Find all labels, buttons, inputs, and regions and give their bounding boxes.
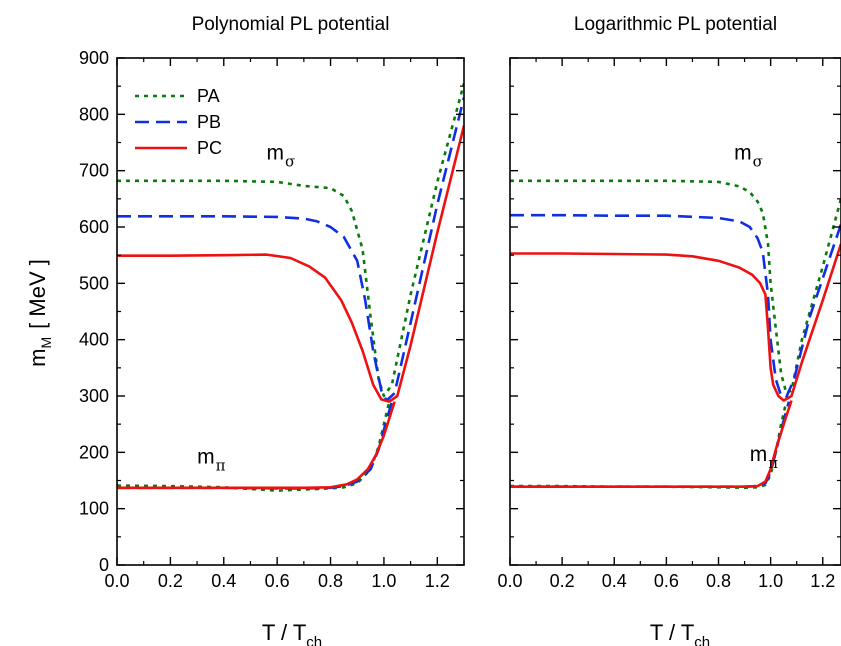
x-tick-label: 0.6 xyxy=(654,571,679,591)
annotation-m-pi: mπ xyxy=(750,443,779,472)
annotation-m-pi: mπ xyxy=(197,446,226,475)
y-tick-label: 0 xyxy=(99,555,109,575)
series-pb-sigma-line xyxy=(117,97,464,402)
y-tick-label: 200 xyxy=(79,442,109,462)
y-axis-label-unit: [ MeV ] xyxy=(25,259,50,329)
x-tick-label: 1.2 xyxy=(425,571,450,591)
x-axis-label-right-main: T / T xyxy=(650,620,694,645)
plot-area xyxy=(117,83,464,492)
x-axis-label-left-main: T / T xyxy=(262,620,306,645)
y-tick-label: 500 xyxy=(79,273,109,293)
y-tick-label: 800 xyxy=(79,104,109,124)
y-axis-label: mM [ MeV ] xyxy=(25,259,54,367)
y-tick-label: 400 xyxy=(79,330,109,350)
annotation-m-sigma: mσ xyxy=(266,141,295,170)
y-axis-label-sub: M xyxy=(38,337,54,349)
series-pb-pi-line xyxy=(117,401,394,490)
panel-title: Logarithmic PL potential xyxy=(574,14,777,35)
x-tick-label: 0.8 xyxy=(706,571,731,591)
y-tick-label: 700 xyxy=(79,161,109,181)
panel-polynomial: Polynomial PL potential 0.0 0.2 0.4 0.6 0.8 1.… xyxy=(79,14,465,591)
annotation-m-sigma: mσ xyxy=(734,141,763,170)
legend-label-pc: PC xyxy=(197,138,222,158)
x-tick-label: 0.4 xyxy=(211,571,236,591)
x-tick-label: 0.0 xyxy=(104,571,129,591)
plot-frame xyxy=(509,57,841,566)
series-pb-sigma-line xyxy=(510,213,841,399)
x-tick-label: 0.2 xyxy=(550,571,575,591)
legend-label-pa: PA xyxy=(197,86,220,106)
x-axis-label-left-sub: ch xyxy=(306,634,322,646)
x-tick-label: 1.0 xyxy=(371,571,396,591)
series-pa-sigma-line xyxy=(117,83,464,398)
x-tick-label: 0.8 xyxy=(318,571,343,591)
x-tick-label: 0.0 xyxy=(497,571,522,591)
panel-title: Polynomial PL potential xyxy=(192,14,390,35)
legend: PA PB PC xyxy=(135,86,222,158)
x-axis-label-right: T / Tch xyxy=(650,620,710,646)
y-tick-label: 300 xyxy=(79,386,109,406)
x-axis-label-left: T / Tch xyxy=(262,620,322,646)
y-tick-label: 100 xyxy=(79,499,109,519)
y-tick-label: 600 xyxy=(79,217,109,237)
series-pa-sigma-line xyxy=(510,179,841,395)
series-pa-pi-line xyxy=(510,401,788,490)
x-tick-label: 1.2 xyxy=(810,571,835,591)
x-axis-label-right-sub: ch xyxy=(694,634,710,646)
series-pc-pi-line xyxy=(117,401,396,490)
y-tick-label: 900 xyxy=(79,48,109,68)
series-pb-pi-line xyxy=(510,401,791,488)
series-pc-sigma-line xyxy=(117,125,464,403)
x-tick-label: 0.2 xyxy=(158,571,183,591)
plot-area xyxy=(510,179,841,490)
y-axis-label-main: m xyxy=(25,349,50,367)
x-tick-label: 0.4 xyxy=(602,571,627,591)
x-tick-label: 1.0 xyxy=(758,571,783,591)
svg-text:mM[ MeV ]: mM [ MeV ] xyxy=(25,259,54,367)
series-pc-pi-line xyxy=(510,400,793,488)
series-pa-pi-line xyxy=(117,401,391,492)
legend-label-pb: PB xyxy=(197,112,221,132)
series-pc-sigma-line xyxy=(510,243,841,402)
x-tick-label: 0.6 xyxy=(265,571,290,591)
panel-logarithmic: Logarithmic PL potential 0.0 0.2 0.4 0.6 0.8 1… xyxy=(497,14,841,591)
